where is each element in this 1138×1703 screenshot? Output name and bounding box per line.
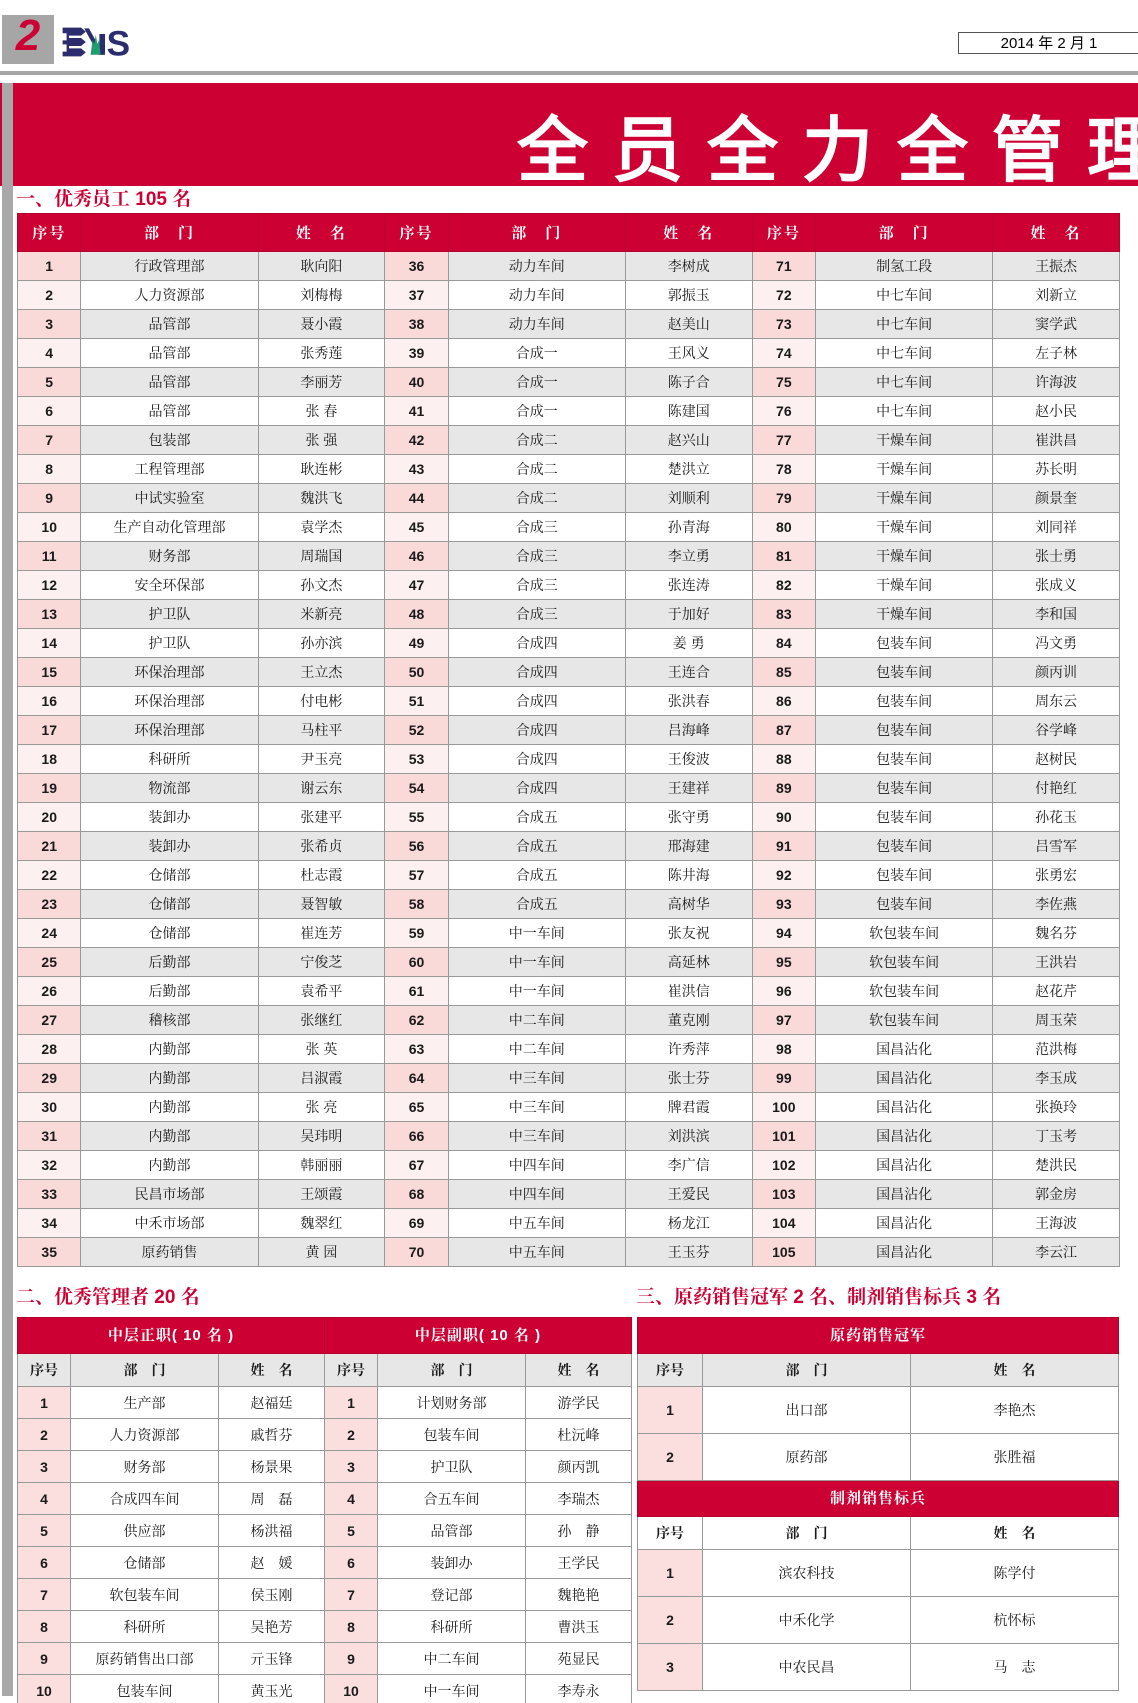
svg-text:S: S [107,25,130,64]
